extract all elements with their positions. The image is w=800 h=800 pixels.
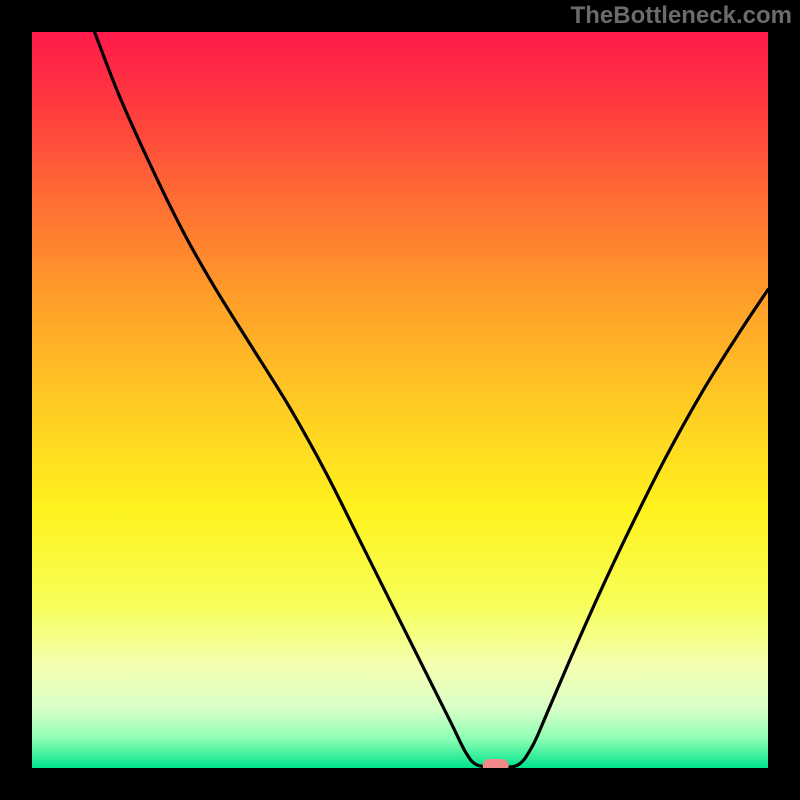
optimal-marker (483, 759, 509, 768)
watermark-text: TheBottleneck.com (571, 2, 792, 30)
gradient-background (32, 32, 768, 768)
chart-svg (32, 32, 768, 768)
chart-frame: TheBottleneck.com (0, 0, 800, 800)
plot-area (32, 32, 768, 768)
